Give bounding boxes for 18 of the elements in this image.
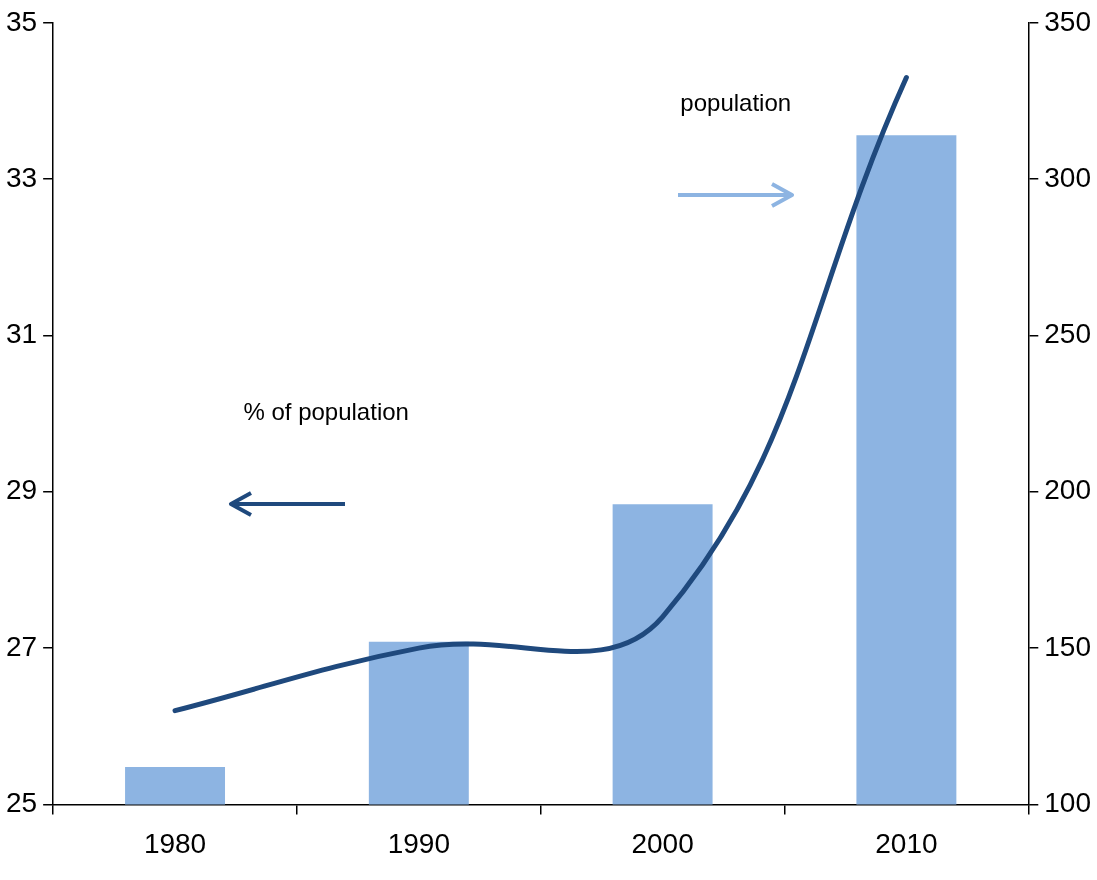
y-tick-label: 31	[5, 318, 38, 350]
y-tick-label: 25	[5, 787, 38, 819]
y2-tick-label: 200	[1044, 474, 1091, 506]
y-tick-label: 33	[5, 161, 38, 193]
y-tick-label: 29	[5, 474, 38, 506]
annotation: % of population	[243, 398, 409, 426]
x-tick-label: 1980	[143, 827, 207, 859]
annotation: population	[680, 89, 792, 117]
x-tick-label: 2000	[631, 827, 694, 859]
y2-tick-label: 150	[1044, 630, 1091, 662]
y-tick-label: 35	[5, 5, 38, 37]
y2-tick-label: 250	[1044, 318, 1091, 350]
y2-tick-label: 100	[1044, 787, 1091, 819]
y2-tick-label: 350	[1044, 5, 1091, 37]
x-tick-label: 2010	[875, 827, 938, 859]
y-tick-label: 27	[5, 630, 38, 662]
x-tick-label: 1990	[387, 827, 450, 859]
y2-tick-label: 300	[1044, 161, 1091, 193]
